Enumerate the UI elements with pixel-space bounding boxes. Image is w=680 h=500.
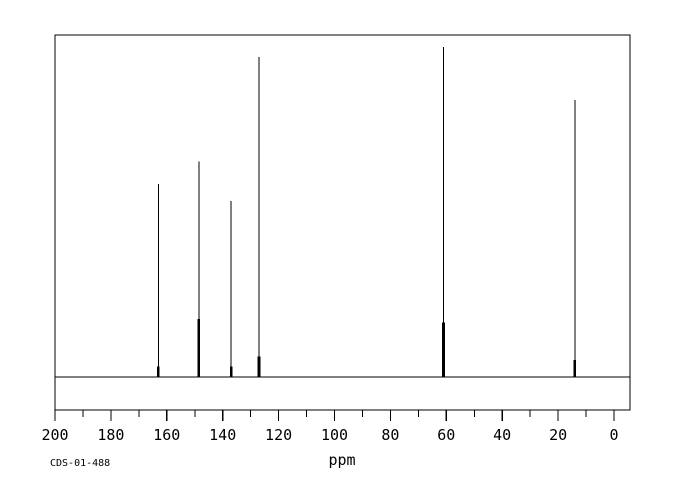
x-axis-tick-label: 60: [437, 426, 455, 444]
x-axis-tick-label: 40: [493, 426, 511, 444]
sample-id-label: CDS-01-488: [50, 458, 110, 469]
x-axis-ticks: [54, 410, 615, 421]
plot-frame: [54, 34, 631, 411]
x-axis-tick-label: 0: [609, 426, 618, 444]
x-axis-title: ppm: [328, 451, 355, 469]
x-axis-tick-label: 200: [41, 426, 68, 444]
x-axis-tick-label: 140: [209, 426, 236, 444]
x-axis-tick-label: 80: [381, 426, 399, 444]
x-axis-tick-label: 120: [265, 426, 292, 444]
peak-trace-group: [157, 47, 577, 377]
x-axis-tick-label: 180: [97, 426, 124, 444]
x-axis-tick-label: 20: [549, 426, 567, 444]
x-axis-tick-label: 160: [153, 426, 180, 444]
x-axis-tick-labels: 200 180 160 140 120 100 80 60 40 20 0: [41, 426, 618, 444]
x-axis-tick-label: 100: [321, 426, 348, 444]
